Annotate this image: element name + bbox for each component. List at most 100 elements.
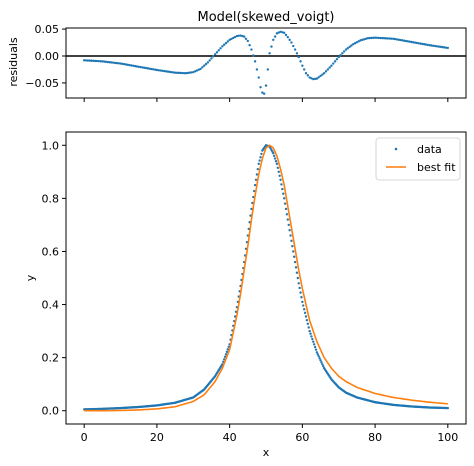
residual-point [88,59,91,62]
residuals-y-label: residuals [7,37,20,87]
residual-point [124,63,128,66]
residual-point [421,42,424,46]
residual-point [392,37,395,40]
residual-point [242,35,246,38]
residual-point [190,71,193,74]
data-point [260,152,263,156]
residual-point [375,36,379,39]
fit-x-tick-label: 60 [295,431,309,444]
residual-point [357,40,360,43]
data-point [279,178,282,181]
data-point [224,353,228,356]
residual-point [315,77,319,80]
data-point [300,296,303,299]
residual-point [208,59,211,62]
residual-point [344,48,348,51]
data-point [319,359,322,362]
residual-point [328,66,331,69]
residual-point [299,60,302,63]
fit-x-tick-label: 0 [81,431,88,444]
residual-point [326,68,330,71]
residual-point [275,32,279,35]
residual-point [252,54,255,57]
residual-point [228,38,231,42]
residuals-y-tick-label: 0.05 [35,23,60,36]
residual-point [284,33,288,37]
data-point [306,322,310,325]
data-point [223,355,227,359]
residual-point [408,40,411,43]
residual-point [290,41,293,44]
data-point [316,353,320,356]
residual-point [153,68,157,71]
residual-point [397,38,400,41]
residual-point [337,55,340,59]
data-point [303,311,307,315]
residual-point [170,70,173,74]
residual-point [152,68,155,71]
data-point [312,343,316,346]
residual-point [144,66,148,70]
residual-point [95,59,99,63]
data-point [273,157,277,160]
residual-point [348,45,351,49]
residual-point [277,31,280,34]
data-point [277,170,280,174]
data-point [226,348,230,351]
residual-point [424,43,428,46]
residual-point [426,43,430,47]
legend: data best fit [375,137,461,181]
data-point [282,197,286,200]
residual-point [139,65,142,69]
residual-point [82,59,86,62]
residual-point [297,55,300,59]
residual-point [246,39,250,43]
residual-point [161,69,164,73]
residual-point [213,53,217,56]
residual-point [212,55,215,58]
residual-point [282,31,286,35]
residual-point [255,68,259,71]
residual-point [130,64,133,67]
data-point [305,318,309,322]
residual-point [312,77,315,81]
data-point [296,276,300,280]
residual-point [335,58,339,61]
data-point [225,350,229,354]
fit-data-points [82,144,450,411]
residual-point [261,91,264,94]
data-point [446,406,450,410]
residual-point [199,67,202,71]
residual-point [192,70,195,74]
residual-point [121,62,124,66]
residuals-axes-frame [65,27,467,99]
data-point [301,300,304,304]
residual-point [288,38,291,42]
residual-point [332,62,335,65]
data-point [272,154,276,158]
data-point [253,183,257,187]
residual-point [342,50,346,53]
data-point [313,345,317,349]
residual-point [292,44,295,48]
residual-point [182,71,186,75]
residual-point [222,43,226,46]
residual-point [373,36,377,39]
residual-point [122,62,126,66]
data-point [321,363,324,366]
residual-point [224,41,228,45]
residual-point [366,37,370,40]
residual-point [217,49,220,52]
residual-point [206,61,210,64]
data-point [285,213,289,216]
residual-point [415,41,419,45]
residual-point [132,64,135,68]
residual-point [324,70,328,73]
residual-point [99,60,102,63]
data-point [294,266,298,269]
residual-point [181,71,184,75]
data-point [314,348,318,351]
data-point [293,260,297,264]
residual-point [90,59,93,62]
